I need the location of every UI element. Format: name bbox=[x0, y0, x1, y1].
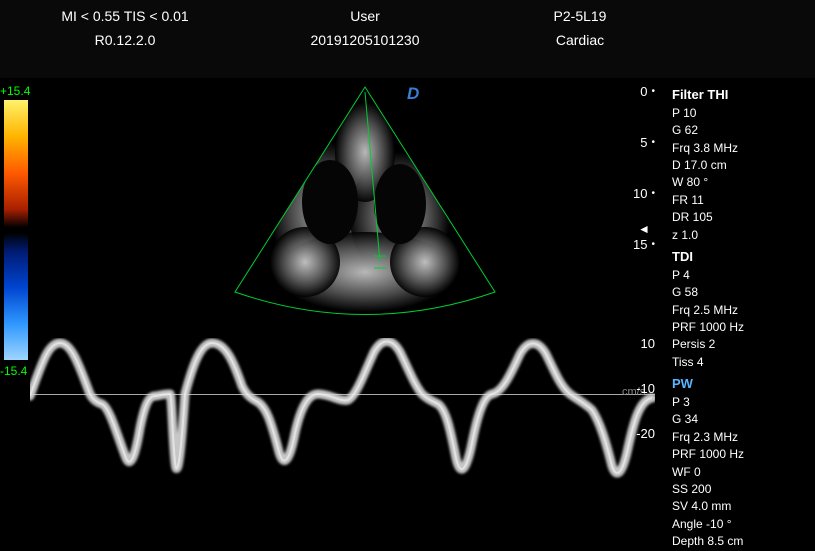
doppler-tick-value: -10 bbox=[625, 381, 655, 396]
sector-image bbox=[215, 82, 515, 322]
param-line: P 4 bbox=[672, 267, 810, 284]
param-line: Persis 2 bbox=[672, 336, 810, 353]
depth-scale: 0 • 5 • 10 • 15 • bbox=[610, 84, 655, 288]
param-line: G 58 bbox=[672, 284, 810, 301]
param-line: SV 4.0 mm bbox=[672, 498, 810, 515]
param-line: z 1.0 bbox=[672, 227, 810, 244]
param-line: W 80 ° bbox=[672, 174, 810, 191]
param-line: Frq 2.3 MHz bbox=[672, 429, 810, 446]
depth-pointer-icon: ◄ bbox=[638, 222, 650, 236]
param-line: WF 0 bbox=[672, 464, 810, 481]
depth-tick-value: 0 bbox=[640, 84, 647, 99]
tick-dot-icon: • bbox=[651, 239, 655, 250]
param-line: Tiss 4 bbox=[672, 354, 810, 371]
param-line: SS 200 bbox=[672, 481, 810, 498]
header-version: R0.12.2.0 bbox=[0, 32, 250, 48]
header-mi-tis: MI < 0.55 TIS < 0.01 bbox=[0, 8, 250, 24]
colorbar-bottom-label: -15.4 bbox=[0, 364, 27, 378]
tick-dot-icon: • bbox=[651, 137, 655, 148]
param-group-title: Filter THI bbox=[672, 86, 810, 105]
doppler-waveform bbox=[30, 338, 655, 538]
param-line: DR 105 bbox=[672, 209, 810, 226]
depth-tick-value: 5 bbox=[640, 135, 647, 150]
depth-tick-value: 15 bbox=[633, 237, 647, 252]
param-line: FR 11 bbox=[672, 192, 810, 209]
header-bar: MI < 0.55 TIS < 0.01 User P2-5L19 R0.12.… bbox=[0, 0, 815, 78]
main-area: +15.4 -15.4 D 0•5•10•15• ◄ cm/s 10-10-20… bbox=[0, 78, 815, 542]
param-line: P 10 bbox=[672, 105, 810, 122]
header-probe: P2-5L19 bbox=[480, 8, 680, 24]
param-line: Frq 3.8 MHz bbox=[672, 140, 810, 157]
colorbar-top-label: +15.4 bbox=[0, 84, 30, 98]
header-timestamp: 20191205101230 bbox=[250, 32, 480, 48]
param-line: PRF 1000 Hz bbox=[672, 446, 810, 463]
colorbar bbox=[4, 100, 28, 360]
parameters-panel: Filter THIP 10G 62Frq 3.8 MHzD 17.0 cmW … bbox=[672, 82, 810, 551]
param-line: PRF 1000 Hz bbox=[672, 319, 810, 336]
param-line: Frq 2.5 MHz bbox=[672, 302, 810, 319]
param-line: P 3 bbox=[672, 394, 810, 411]
tick-dot-icon: • bbox=[651, 188, 655, 199]
doppler-tick-value: -20 bbox=[625, 426, 655, 441]
param-group-title: PW bbox=[672, 375, 810, 394]
param-group-title: TDI bbox=[672, 248, 810, 267]
tick-dot-icon: • bbox=[651, 86, 655, 97]
param-line: G 62 bbox=[672, 122, 810, 139]
logo-icon: D bbox=[407, 84, 419, 104]
doppler-tick-value: 10 bbox=[625, 336, 655, 351]
header-user: User bbox=[250, 8, 480, 24]
param-line: Angle -10 ° bbox=[672, 516, 810, 533]
param-line: D 17.0 cm bbox=[672, 157, 810, 174]
header-exam-type: Cardiac bbox=[480, 32, 680, 48]
doppler-scale: 10 -10 -20 bbox=[625, 336, 655, 471]
param-line: G 34 bbox=[672, 411, 810, 428]
depth-tick-value: 10 bbox=[633, 186, 647, 201]
